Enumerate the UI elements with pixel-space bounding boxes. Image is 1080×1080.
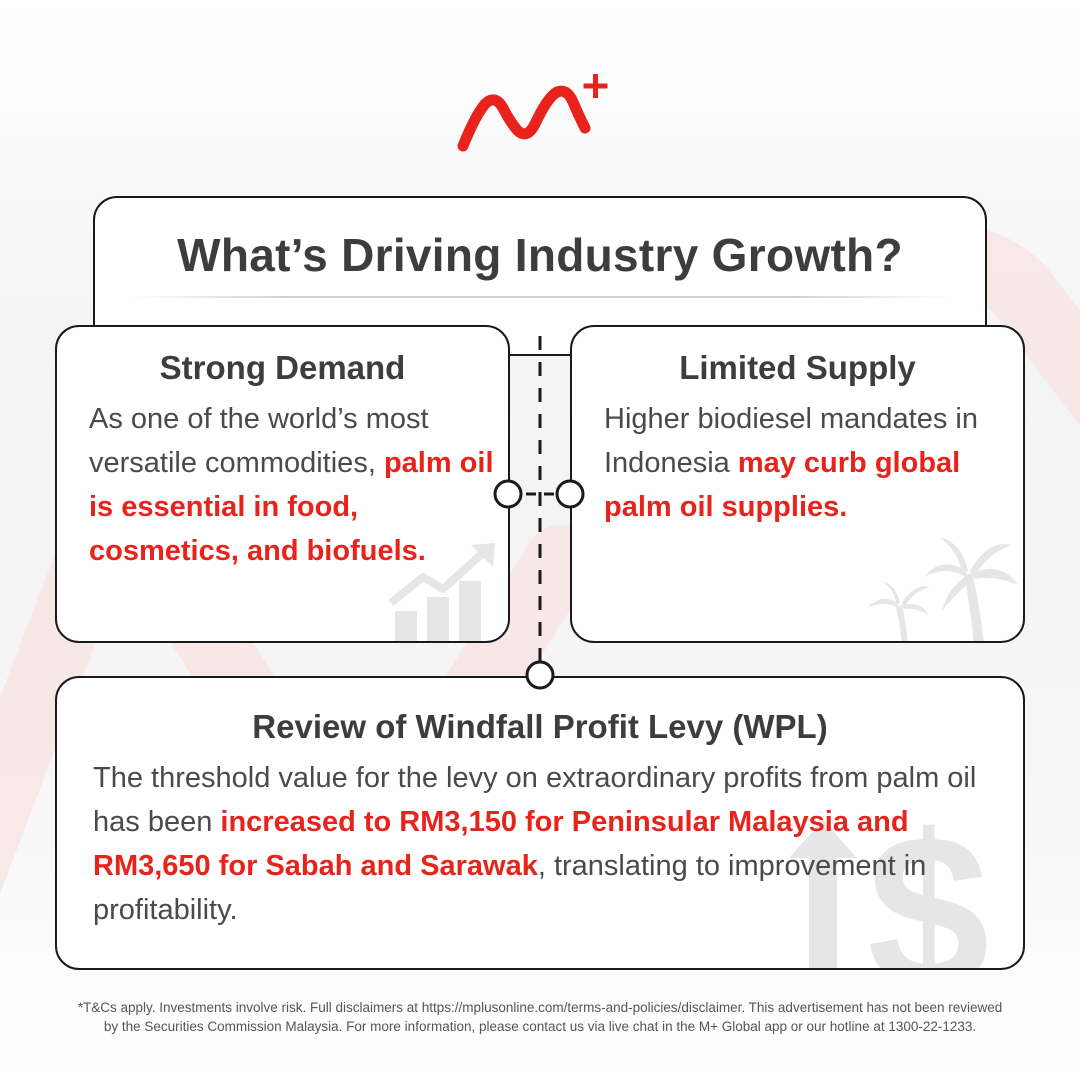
card-body: As one of the world’s most versatile com… [89, 397, 494, 573]
body-text: The threshold value for the levy on extr… [93, 762, 977, 838]
body-highlight: may curb global palm oil supplies. [604, 447, 961, 523]
body-text-end: , translating to improvement in profitab… [93, 850, 927, 926]
palm-tree-icon [868, 537, 1018, 641]
card-windfall-profit-levy: $ Review of Windfall Profit Levy (WPL) T… [55, 676, 1025, 970]
card-body: Higher biodiesel mandates in Indonesia m… [604, 397, 1014, 529]
disclaimer-text: *T&Cs apply. Investments involve risk. F… [77, 1000, 1003, 1034]
title-divider [130, 296, 950, 298]
card-heading: Limited Supply [679, 349, 916, 386]
body-text: Higher biodiesel mandates in Indonesia [604, 403, 978, 479]
card-strong-demand: Strong Demand As one of the world’s most… [55, 325, 510, 643]
page-title: What’s Driving Industry Growth? [177, 229, 903, 281]
growth-chart-icon [388, 543, 495, 641]
dollar-up-arrow-icon: $ [789, 798, 989, 970]
body-highlight: increased to RM3,150 for Peninsular Mala… [93, 806, 909, 882]
body-text: As one of the world’s most versatile com… [89, 403, 429, 479]
svg-text:$: $ [867, 798, 989, 970]
card-heading: Review of Windfall Profit Levy (WPL) [252, 708, 828, 745]
m-plus-logo-icon [457, 74, 608, 152]
card-heading: Strong Demand [159, 349, 406, 386]
card-limited-supply: Limited Supply Higher biodiesel mandates… [570, 325, 1025, 643]
card-body: The threshold value for the levy on extr… [93, 756, 1003, 932]
body-highlight: palm oil is essential in food, cosmetics… [89, 447, 494, 567]
